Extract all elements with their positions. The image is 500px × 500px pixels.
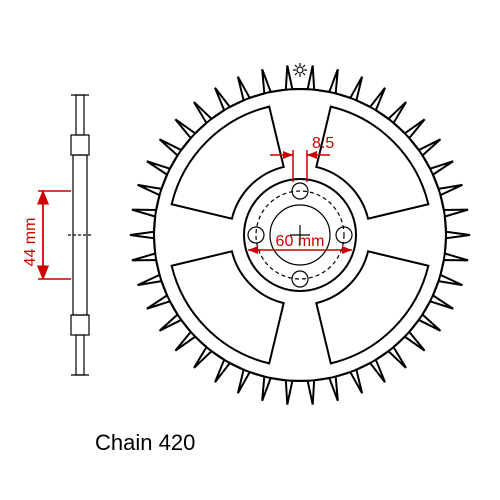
dim-60-value: 60 [276,233,294,250]
dim-44-value: 44 [22,249,39,267]
dim-bolt-hole: 8.5 [270,135,334,182]
dim-85-value: 8.5 [312,135,334,152]
dim-44-unit: mm [22,218,39,245]
dim-60-unit: mm [298,233,325,250]
dim-bolt-pattern: 44 mm [22,191,71,279]
sprocket-drawing: 44 mm 60 mm [0,0,500,500]
side-view [68,95,92,375]
mark-icon [293,63,307,77]
svg-text:44 mm: 44 mm [22,218,39,267]
chain-label: Chain 420 [95,430,195,455]
svg-text:60 mm: 60 mm [276,233,325,250]
